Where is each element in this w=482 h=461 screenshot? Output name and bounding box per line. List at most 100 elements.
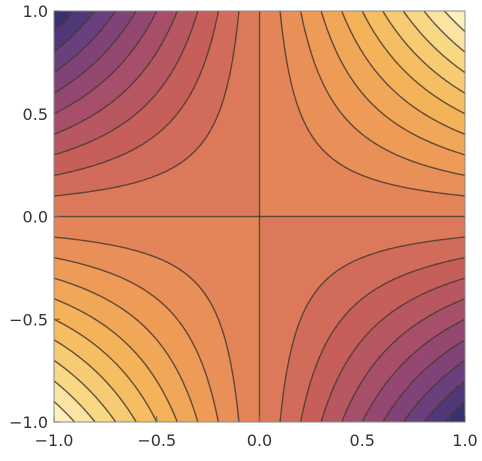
heat-cell bbox=[75, 224, 79, 228]
heat-cell bbox=[150, 89, 154, 93]
heat-cell bbox=[63, 218, 67, 222]
heat-cell bbox=[111, 137, 115, 141]
heat-cell bbox=[138, 83, 142, 87]
heat-cell bbox=[57, 245, 61, 249]
heat-cell bbox=[87, 230, 91, 234]
heat-cell bbox=[93, 374, 97, 378]
heat-cell bbox=[129, 14, 133, 18]
heat-cell bbox=[147, 152, 151, 156]
heat-cell bbox=[150, 134, 154, 138]
heat-cell bbox=[96, 74, 100, 78]
heat-cell bbox=[126, 236, 130, 240]
heat-cell bbox=[129, 167, 133, 171]
heat-cell bbox=[135, 41, 139, 45]
heat-cell bbox=[102, 413, 106, 417]
heat-cell bbox=[156, 350, 160, 354]
heat-cell bbox=[126, 188, 130, 192]
heat-cell bbox=[108, 89, 112, 93]
heat-cell bbox=[60, 329, 64, 333]
heat-cell bbox=[81, 128, 85, 132]
heat-cell bbox=[87, 158, 91, 162]
heat-cell bbox=[81, 182, 85, 186]
heat-cell bbox=[123, 50, 127, 54]
heat-cell bbox=[162, 194, 166, 198]
heat-cell bbox=[81, 410, 85, 414]
heat-cell bbox=[123, 176, 127, 180]
heat-cell bbox=[117, 131, 121, 135]
heat-cell bbox=[147, 197, 151, 201]
heat-cell bbox=[81, 221, 85, 225]
heat-cell bbox=[111, 50, 115, 54]
heat-cell bbox=[159, 26, 163, 30]
heat-cell bbox=[66, 254, 70, 258]
heat-cell bbox=[144, 218, 148, 222]
heat-cell bbox=[129, 77, 133, 81]
heat-cell bbox=[66, 95, 70, 99]
heat-cell bbox=[81, 236, 85, 240]
heat-cell bbox=[99, 194, 103, 198]
heat-cell bbox=[102, 65, 106, 69]
heat-cell bbox=[78, 416, 82, 420]
heat-cell bbox=[60, 323, 64, 327]
heat-cell bbox=[153, 110, 157, 114]
heat-cell bbox=[132, 59, 136, 63]
heat-cell bbox=[96, 410, 100, 414]
heat-cell bbox=[111, 146, 115, 150]
heat-cell bbox=[141, 47, 145, 51]
heat-cell bbox=[96, 47, 100, 51]
heat-cell bbox=[93, 410, 97, 414]
heat-cell bbox=[78, 404, 82, 408]
heat-cell bbox=[141, 242, 145, 246]
heat-cell bbox=[90, 173, 94, 177]
heat-cell bbox=[138, 65, 142, 69]
heat-cell bbox=[54, 23, 58, 27]
heat-cell bbox=[144, 311, 148, 315]
heat-cell bbox=[75, 101, 79, 105]
heat-cell bbox=[102, 152, 106, 156]
heat-cell bbox=[135, 134, 139, 138]
heat-cell bbox=[150, 62, 154, 66]
heat-cell bbox=[72, 170, 76, 174]
heat-cell bbox=[162, 62, 166, 66]
heat-cell bbox=[90, 398, 94, 402]
heat-cell bbox=[132, 245, 136, 249]
heat-cell bbox=[84, 179, 88, 183]
heat-cell bbox=[156, 65, 160, 69]
heat-cell bbox=[144, 11, 148, 15]
heat-cell bbox=[63, 197, 67, 201]
heat-cell bbox=[99, 62, 103, 66]
heat-cell bbox=[141, 398, 145, 402]
heat-cell bbox=[66, 275, 70, 279]
heat-cell bbox=[87, 203, 91, 207]
heat-cell bbox=[141, 314, 145, 318]
heat-cell bbox=[123, 302, 127, 306]
heat-cell bbox=[162, 203, 166, 207]
heat-cell bbox=[144, 179, 148, 183]
heat-cell bbox=[135, 38, 139, 42]
heat-cell bbox=[129, 344, 133, 348]
heat-cell bbox=[147, 308, 151, 312]
heat-cell bbox=[138, 98, 142, 102]
heat-cell bbox=[138, 365, 142, 369]
heat-cell bbox=[99, 227, 103, 231]
heat-cell bbox=[93, 314, 97, 318]
heat-cell bbox=[90, 176, 94, 180]
heat-cell bbox=[111, 158, 115, 162]
heat-cell bbox=[114, 314, 118, 318]
heat-cell bbox=[132, 401, 136, 405]
heat-cell bbox=[75, 170, 79, 174]
heat-cell bbox=[96, 287, 100, 291]
heat-cell bbox=[78, 176, 82, 180]
heat-cell bbox=[69, 110, 73, 114]
heat-cell bbox=[90, 383, 94, 387]
heat-cell bbox=[105, 392, 109, 396]
heat-cell bbox=[99, 116, 103, 120]
heat-cell bbox=[117, 110, 121, 114]
heat-cell bbox=[159, 224, 163, 228]
heat-cell bbox=[144, 113, 148, 117]
heat-cell bbox=[90, 212, 94, 216]
heat-cell bbox=[156, 278, 160, 282]
heat-cell bbox=[123, 131, 127, 135]
heat-cell bbox=[81, 122, 85, 126]
heat-cell bbox=[63, 395, 67, 399]
